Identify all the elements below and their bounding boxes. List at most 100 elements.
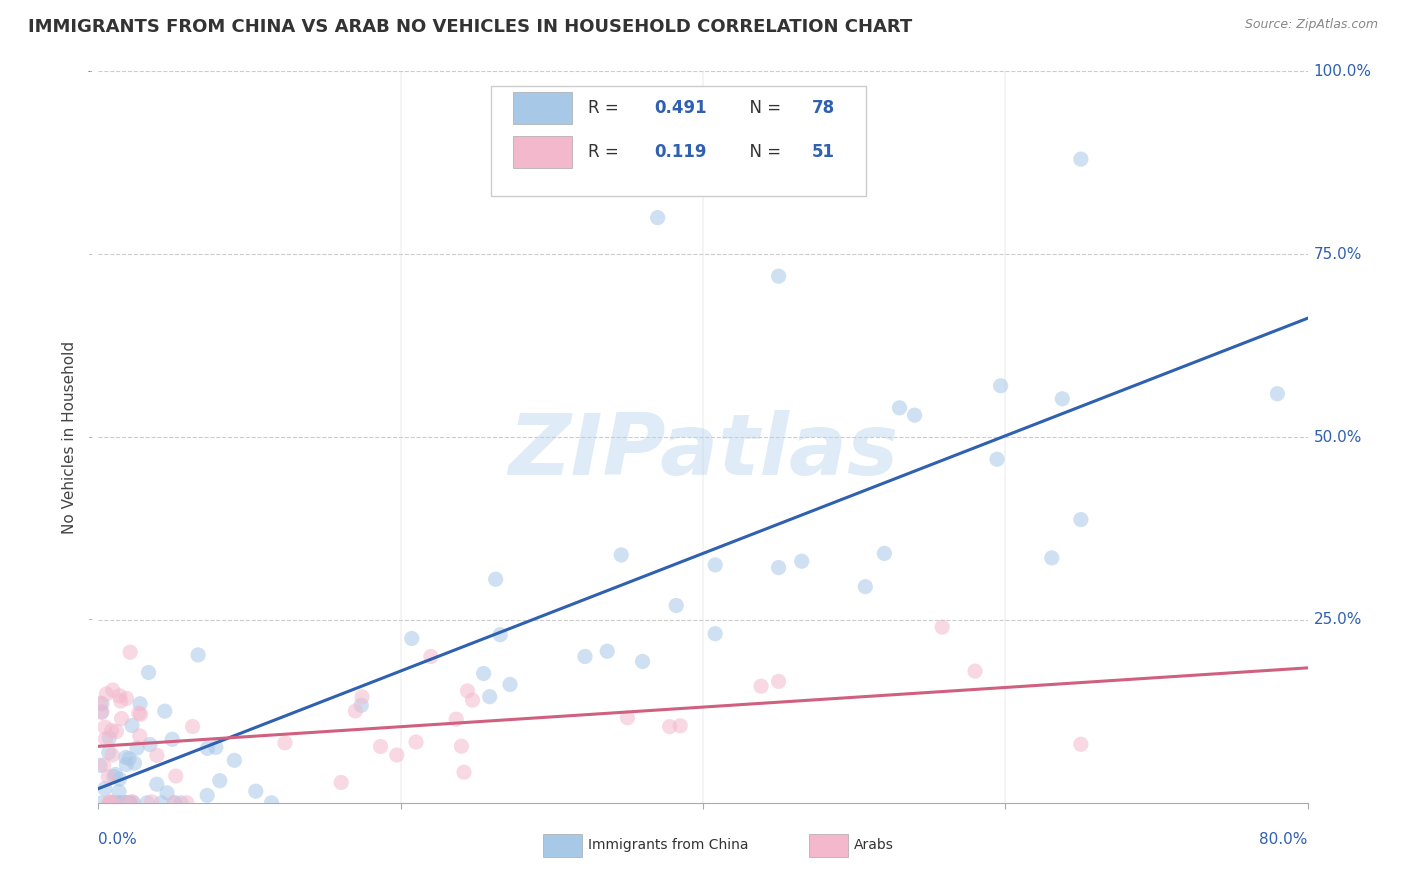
Point (122, 796, 145, 810)
Point (115, 691, 138, 706)
Point (136, 796, 159, 810)
Point (344, 704, 367, 718)
Text: R =: R = (588, 143, 624, 161)
Point (94, 731, 117, 746)
Point (176, 796, 198, 810)
Text: 75.0%: 75.0% (1313, 247, 1362, 261)
Point (96, 687, 118, 701)
Point (181, 720, 204, 734)
Point (260, 796, 283, 810)
Point (990, 378, 1012, 392)
Point (669, 719, 692, 733)
Point (90, 796, 112, 810)
Point (456, 683, 478, 698)
Point (768, 269, 790, 284)
Point (420, 649, 443, 664)
Point (97, 746, 120, 760)
Point (108, 689, 131, 703)
Point (245, 784, 267, 798)
Point (889, 401, 911, 415)
Text: 78: 78 (811, 99, 835, 117)
Point (170, 796, 193, 810)
Text: IMMIGRANTS FROM CHINA VS ARAB NO VEHICLES IN HOUSEHOLD CORRELATION CHART: IMMIGRANTS FROM CHINA VS ARAB NO VEHICLE… (28, 18, 912, 36)
Point (145, 777, 167, 791)
Point (574, 649, 596, 664)
Point (114, 750, 136, 764)
Point (101, 796, 124, 810)
Text: 80.0%: 80.0% (1260, 832, 1308, 847)
Point (91, 697, 114, 711)
Point (208, 773, 231, 788)
Point (117, 796, 139, 810)
Point (118, 796, 141, 810)
Point (450, 739, 472, 754)
Point (101, 683, 124, 698)
Point (790, 554, 813, 568)
Point (89, 696, 111, 710)
Point (97, 770, 120, 784)
Text: N =: N = (740, 143, 786, 161)
Point (98, 795, 121, 809)
Point (90, 705, 112, 719)
Point (195, 789, 218, 803)
Point (104, 767, 127, 781)
Point (97, 796, 120, 810)
Point (704, 558, 727, 572)
Text: ZIPatlas: ZIPatlas (508, 410, 898, 493)
Point (596, 644, 619, 658)
Point (616, 711, 638, 725)
Point (128, 729, 150, 743)
Point (352, 690, 374, 704)
Point (768, 560, 790, 574)
Point (931, 620, 953, 634)
Point (108, 772, 131, 786)
Point (94, 781, 117, 796)
Text: 0.0%: 0.0% (98, 832, 138, 847)
Point (1040, 550, 1063, 565)
Point (139, 738, 162, 752)
Point (631, 655, 654, 669)
Point (330, 775, 353, 789)
Point (385, 747, 408, 762)
Point (478, 690, 501, 704)
Point (610, 548, 633, 562)
Point (1267, 386, 1289, 401)
Point (162, 732, 184, 747)
Point (1070, 152, 1092, 166)
Text: 100.0%: 100.0% (1313, 64, 1372, 78)
Point (150, 796, 173, 810)
Point (156, 786, 179, 800)
Text: Source: ZipAtlas.com: Source: ZipAtlas.com (1244, 18, 1378, 31)
Point (121, 795, 143, 809)
Point (129, 707, 152, 722)
Point (1070, 512, 1092, 526)
Point (100, 723, 122, 738)
Point (138, 665, 160, 680)
Text: 25.0%: 25.0% (1313, 613, 1362, 627)
Point (114, 796, 136, 810)
Point (163, 796, 186, 810)
Text: Arabs: Arabs (855, 838, 894, 852)
Point (489, 628, 512, 642)
Point (93, 758, 115, 772)
Point (110, 694, 132, 708)
Point (98, 731, 121, 745)
Point (114, 796, 136, 810)
FancyBboxPatch shape (810, 833, 848, 857)
FancyBboxPatch shape (513, 92, 572, 124)
Point (647, 211, 669, 225)
Point (141, 795, 163, 809)
Point (1070, 737, 1092, 751)
Point (114, 796, 136, 810)
Point (904, 408, 927, 422)
Point (163, 796, 186, 810)
Point (665, 599, 688, 613)
Point (103, 770, 125, 784)
Point (1052, 392, 1074, 406)
Point (128, 706, 150, 720)
FancyBboxPatch shape (492, 86, 866, 195)
Text: 51: 51 (811, 143, 835, 161)
Point (472, 666, 495, 681)
Point (120, 645, 142, 659)
Point (90, 705, 112, 719)
